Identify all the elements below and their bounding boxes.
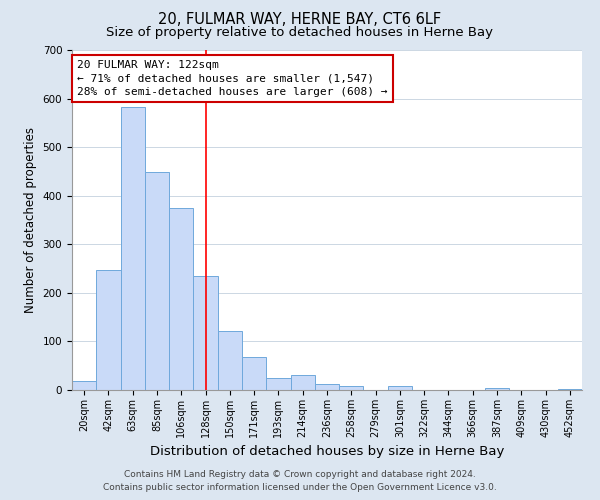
Bar: [290, 375, 315, 390]
Bar: [121, 108, 145, 390]
Bar: [169, 208, 193, 390]
Bar: [96, 270, 121, 390]
Bar: [558, 389, 582, 390]
Bar: [218, 331, 242, 390]
Bar: [193, 276, 218, 390]
Bar: [145, 172, 169, 390]
Bar: [242, 357, 266, 390]
Text: 20, FULMAR WAY, HERNE BAY, CT6 6LF: 20, FULMAR WAY, HERNE BAY, CT6 6LF: [158, 12, 442, 28]
Bar: [339, 386, 364, 390]
Bar: [485, 388, 509, 390]
Bar: [315, 384, 339, 390]
Y-axis label: Number of detached properties: Number of detached properties: [24, 127, 37, 313]
Bar: [266, 378, 290, 390]
Bar: [388, 386, 412, 390]
Text: 20 FULMAR WAY: 122sqm
← 71% of detached houses are smaller (1,547)
28% of semi-d: 20 FULMAR WAY: 122sqm ← 71% of detached …: [77, 60, 388, 96]
Bar: [72, 382, 96, 390]
X-axis label: Distribution of detached houses by size in Herne Bay: Distribution of detached houses by size …: [150, 446, 504, 458]
Text: Contains HM Land Registry data © Crown copyright and database right 2024.
Contai: Contains HM Land Registry data © Crown c…: [103, 470, 497, 492]
Text: Size of property relative to detached houses in Herne Bay: Size of property relative to detached ho…: [107, 26, 493, 39]
